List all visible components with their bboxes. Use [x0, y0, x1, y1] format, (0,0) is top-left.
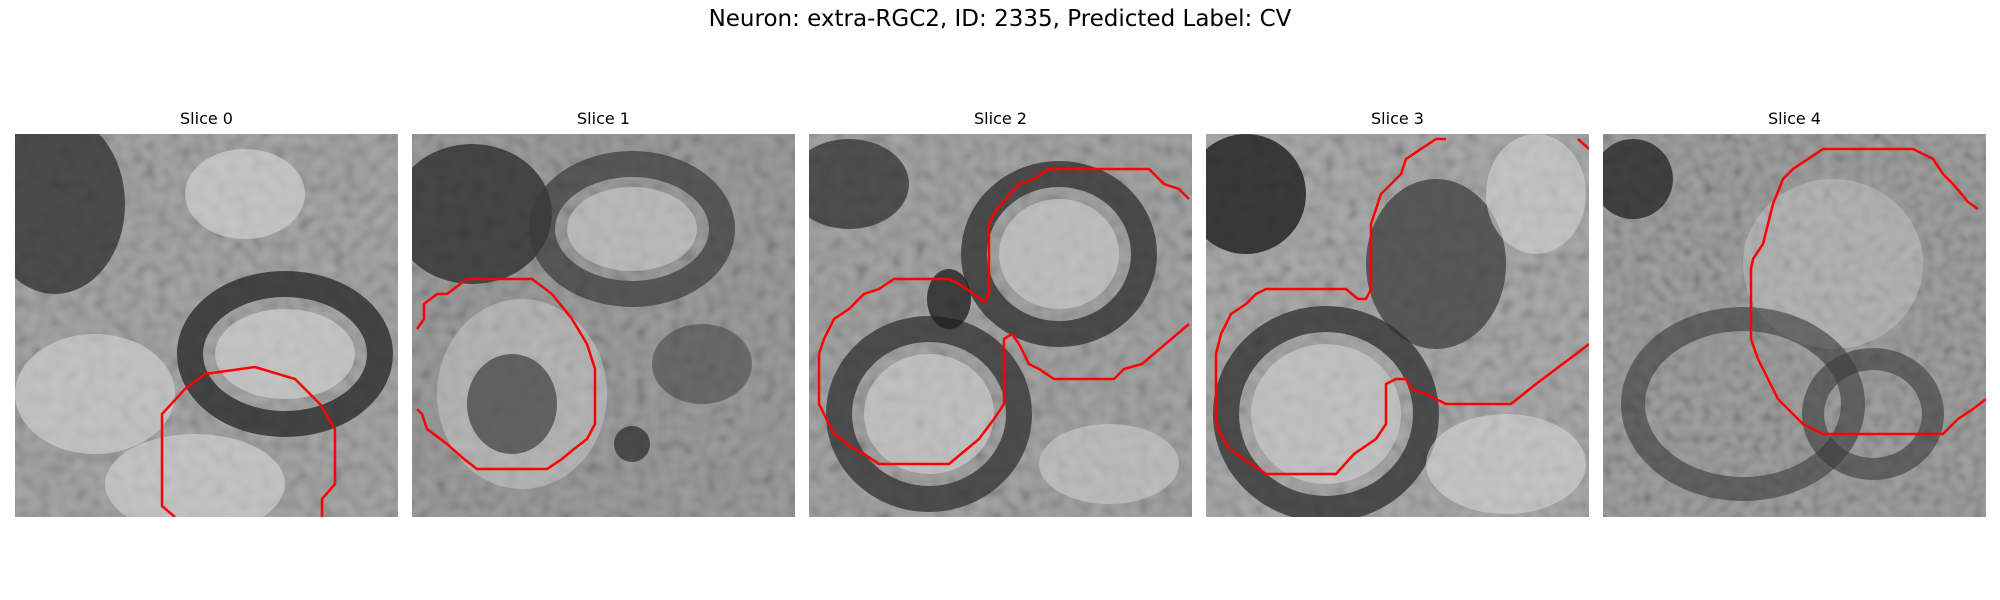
slice-panel-4: Slice 4 [1603, 106, 1986, 517]
cell-contour-3a [1214, 137, 1589, 476]
slice-panel-0: Slice 0 [15, 106, 398, 517]
slice-title-0: Slice 0 [180, 109, 233, 128]
cell-contour-1 [415, 277, 597, 471]
cell-contour-4 [1749, 147, 1986, 436]
slice-image-0 [15, 134, 398, 517]
slice-image-4 [1603, 134, 1986, 517]
figure-title: Neuron: extra-RGC2, ID: 2335, Predicted … [708, 6, 1292, 32]
slice-title-4: Slice 4 [1768, 109, 1821, 128]
slice-panel-1: Slice 1 [412, 106, 795, 517]
slice-image-1 [412, 134, 795, 517]
slice-image-2 [809, 134, 1192, 517]
slice-title-1: Slice 1 [577, 109, 630, 128]
cell-contour-3b [1577, 138, 1589, 150]
cell-contour-2b [817, 277, 1190, 466]
cell-contour-2a [982, 167, 1190, 303]
slice-title-3: Slice 3 [1371, 109, 1424, 128]
slice-image-3 [1206, 134, 1589, 517]
slice-title-2: Slice 2 [974, 109, 1027, 128]
slice-panel-2: Slice 2 [809, 106, 1192, 517]
cell-contour-0 [160, 365, 337, 517]
slice-panel-3: Slice 3 [1206, 106, 1589, 517]
